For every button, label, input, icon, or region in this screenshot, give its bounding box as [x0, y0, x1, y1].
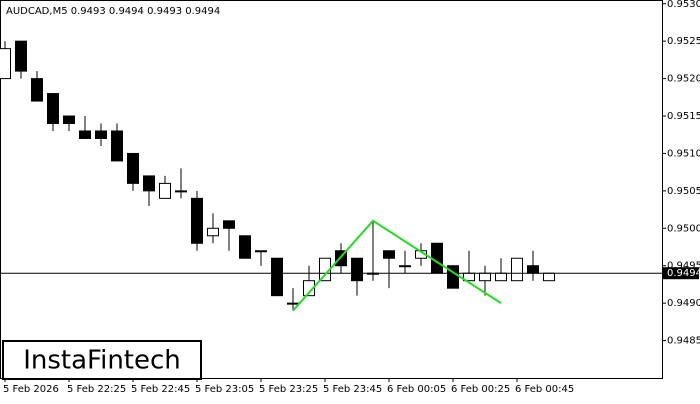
plot-frame [0, 0, 663, 379]
x-tick-label: 5 Feb 23:45 [323, 384, 382, 395]
y-tick-label: 0.9500 [667, 223, 700, 234]
x-tick-label: 5 Feb 23:25 [259, 384, 318, 395]
x-tick-label: 5 Feb 22:45 [131, 384, 190, 395]
candle-body [511, 257, 523, 282]
y-tick-label: 0.9530 [667, 0, 700, 10]
candle-body [111, 130, 123, 162]
last-price-label: 0.9494 [667, 268, 700, 279]
x-tick-label: 6 Feb 00:05 [387, 384, 446, 395]
chart-title: AUDCAD,M5 0.9493 0.9494 0.9493 0.9494 [6, 6, 220, 17]
candle-body [543, 272, 555, 282]
x-tick-label: 5 Feb 22:25 [67, 384, 126, 395]
y-tick-label: 0.9515 [667, 111, 700, 122]
logo-box [2, 340, 202, 380]
candle-body [303, 280, 315, 297]
candle-body [15, 40, 27, 72]
candle-body [159, 182, 171, 199]
candle-body [399, 265, 411, 268]
candle-body [31, 78, 43, 102]
candle-body [431, 242, 443, 274]
y-tick-label: 0.9520 [667, 74, 700, 85]
candle-body [239, 235, 251, 259]
candle-body [223, 220, 235, 229]
last-price-box [663, 267, 699, 280]
candle-body [127, 152, 139, 184]
candle-body [0, 48, 11, 80]
x-tick-label: 5 Feb 23:05 [195, 384, 254, 395]
candle-body [95, 130, 107, 139]
y-tick-label: 0.9510 [667, 148, 700, 159]
logo: InstaFintech [23, 346, 181, 376]
candle-body [351, 257, 363, 282]
candle-body [287, 302, 299, 305]
x-tick-label: 6 Feb 00:25 [451, 384, 510, 395]
candle-body [527, 265, 539, 274]
y-tick-label: 0.9505 [667, 186, 700, 197]
candle-body [191, 197, 203, 244]
candle-body [207, 227, 219, 237]
candle-body [255, 250, 267, 253]
candle-body [175, 190, 187, 193]
candle-body [63, 115, 75, 125]
candle-body [383, 250, 395, 259]
pattern-line [292, 219, 502, 312]
y-tick-label: 0.9490 [667, 298, 700, 309]
candle-body [495, 272, 507, 282]
candle-body [271, 257, 283, 297]
candle-body [47, 93, 59, 125]
y-tick-label: 0.9495 [667, 261, 700, 272]
y-tick-label: 0.9485 [667, 336, 700, 347]
candle-body [479, 272, 491, 282]
x-tick-label: 6 Feb 00:45 [515, 384, 574, 395]
y-tick-label: 0.9525 [667, 36, 700, 47]
candle-body [79, 130, 91, 139]
candle-body [143, 175, 155, 192]
x-tick-label: 5 Feb 2026 [3, 384, 59, 395]
